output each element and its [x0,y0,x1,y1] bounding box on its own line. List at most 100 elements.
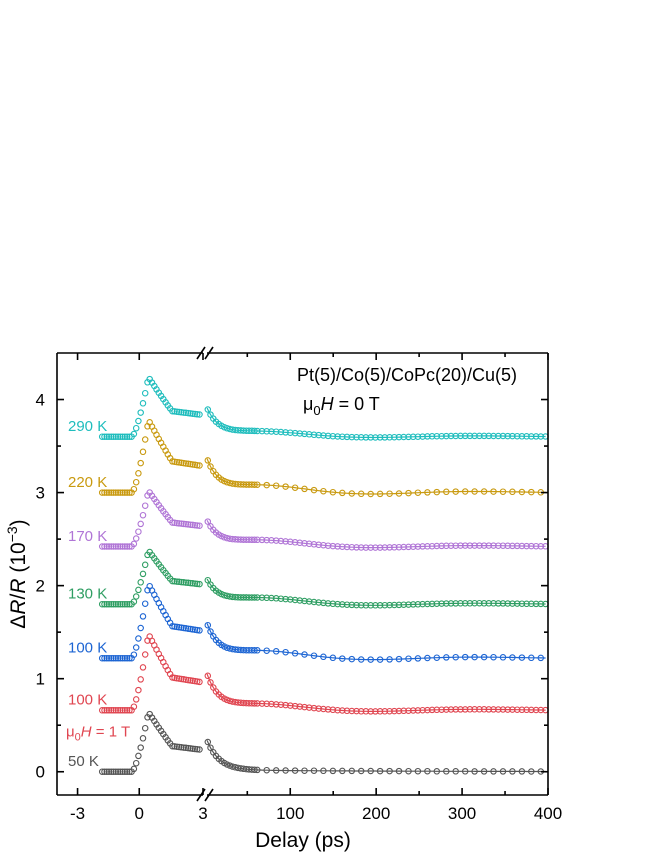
data-point [189,677,196,685]
data-point [141,600,149,607]
data-point [103,768,111,775]
series-6 [98,710,546,775]
data-point [110,433,117,440]
data-point [175,459,183,466]
data-point [103,707,111,714]
data-point [114,433,122,440]
data-point [101,433,108,440]
data-point [135,635,142,642]
data-point [196,678,203,686]
data-point [105,543,113,550]
data-point [123,654,131,662]
fit-line [206,673,546,712]
x-tick-label: -3 [70,804,85,823]
data-point [101,600,108,608]
data-point [193,580,201,588]
data-point [178,675,185,683]
data-point [178,409,185,416]
data-point [204,672,212,680]
data-point [98,489,106,496]
data-point [182,676,190,683]
data-point [137,409,144,416]
data-point [105,707,113,714]
data-point [130,598,138,605]
data-point [141,436,149,443]
data-point [141,651,149,658]
data-point [108,768,115,775]
data-point [178,459,185,467]
data-point [110,654,117,662]
axes [56,346,549,802]
data-point [180,624,187,632]
data-point [130,765,138,773]
data-point [119,707,126,714]
data-point [193,678,201,685]
data-point [126,768,133,775]
data-point [182,409,190,417]
data-point [110,600,117,608]
data-point [121,654,129,662]
axis-break-mark [196,346,206,360]
x-tick-label: 3 [198,804,207,823]
data-point [175,624,183,631]
series-label: 100 K [68,692,107,709]
data-point [137,744,144,751]
data-point [117,707,124,714]
axis-break-mark [204,788,214,802]
data-point [169,577,176,585]
series-label: 290 K [68,418,107,435]
data-point [130,540,138,548]
data-point [184,460,192,468]
data-point [189,521,196,529]
series-label: 50 K [68,753,99,770]
data-point [105,654,113,662]
data-point [112,543,120,550]
series-label: 130 K [68,586,107,603]
data-point [132,478,140,486]
axis-break-mark [204,346,214,360]
data-point [103,543,111,550]
data-point [187,410,194,417]
data-point [112,433,120,440]
data-point [121,489,129,496]
series-label: 170 K [68,528,107,545]
data-point [101,707,108,714]
data-point [207,628,214,635]
data-point [175,408,183,416]
data-point [114,543,122,550]
data-point [173,519,181,527]
x-axis-label: Delay (ps) [255,829,351,852]
data-point [110,543,117,550]
data-point [105,489,113,496]
data-point [110,768,117,775]
data-point [175,743,183,751]
data-point [105,768,113,775]
data-point [184,744,192,752]
data-point [178,520,185,527]
data-point [139,735,147,742]
data-point [171,743,178,750]
data-point [193,461,201,469]
data-point [180,744,187,751]
data-point [180,520,187,528]
data-point [132,424,140,432]
data-point [139,511,147,519]
data-point [191,745,199,753]
data-point [204,518,212,525]
data-point [178,624,185,631]
data-point [189,461,196,468]
data-point [196,746,203,753]
data-point [141,561,149,569]
series-5 [98,633,549,715]
data-point [126,707,133,714]
data-point [114,768,122,775]
data-point [112,600,120,608]
data-point [137,676,144,683]
data-point [180,579,187,586]
data-point [108,433,115,440]
series-4 [98,582,546,663]
data-point [123,543,131,550]
data-point [108,489,115,496]
data-point [135,752,142,760]
data-point [178,744,185,751]
